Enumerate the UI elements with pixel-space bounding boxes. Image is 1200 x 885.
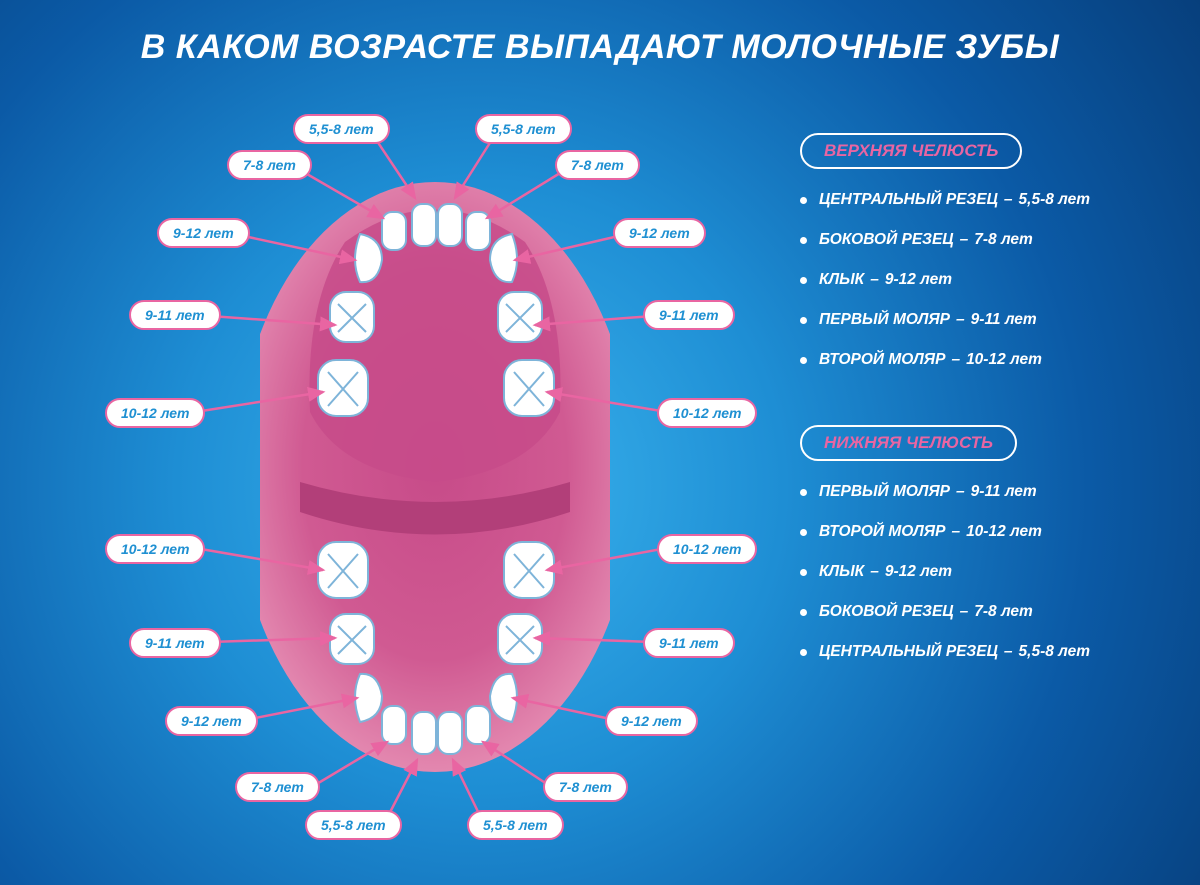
pill: 10-12 лет bbox=[657, 534, 757, 564]
label-ll-3: 9-12 лет bbox=[165, 706, 258, 736]
pill: 7-8 лет bbox=[543, 772, 628, 802]
legend-item: КЛЫК–9-12 лет bbox=[800, 271, 1160, 289]
legend-item: ЦЕНТРАЛЬНЫЙ РЕЗЕЦ–5,5-8 лет bbox=[800, 643, 1160, 661]
pill: 9-11 лет bbox=[643, 300, 735, 330]
pill: 9-11 лет bbox=[129, 300, 221, 330]
pill: 10-12 лет bbox=[105, 398, 205, 428]
pill: 10-12 лет bbox=[657, 398, 757, 428]
legend-item: КЛЫК–9-12 лет bbox=[800, 563, 1160, 581]
pill: 9-12 лет bbox=[613, 218, 706, 248]
label-lr-3: 9-12 лет bbox=[605, 706, 698, 736]
legend-lower-header: НИЖНЯЯ ЧЕЛЮСТЬ bbox=[800, 425, 1017, 461]
legend-item: БОКОВОЙ РЕЗЕЦ–7-8 лет bbox=[800, 231, 1160, 249]
label-ur-1: 5,5-8 лет bbox=[475, 114, 572, 144]
label-lr-4: 9-11 лет bbox=[643, 628, 735, 658]
legend-item: ВТОРОЙ МОЛЯР–10-12 лет bbox=[800, 351, 1160, 369]
pill: 9-12 лет bbox=[157, 218, 250, 248]
bullet-icon bbox=[800, 357, 807, 364]
legend-item: ЦЕНТРАЛЬНЫЙ РЕЗЕЦ–5,5-8 лет bbox=[800, 191, 1160, 209]
label-ur-2: 7-8 лет bbox=[555, 150, 640, 180]
pill: 5,5-8 лет bbox=[475, 114, 572, 144]
bullet-icon bbox=[800, 197, 807, 204]
gums-svg bbox=[260, 182, 610, 772]
teeth-diagram: 5,5-8 лет 7-8 лет 9-12 лет 9-11 лет 10-1… bbox=[95, 120, 755, 850]
legend-upper-header: ВЕРХНЯЯ ЧЕЛЮСТЬ bbox=[800, 133, 1022, 169]
legend-item: ПЕРВЫЙ МОЛЯР–9-11 лет bbox=[800, 311, 1160, 329]
pill: 5,5-8 лет bbox=[305, 810, 402, 840]
pill: 10-12 лет bbox=[105, 534, 205, 564]
bullet-icon bbox=[800, 237, 807, 244]
pill: 9-12 лет bbox=[165, 706, 258, 736]
label-ul-2: 7-8 лет bbox=[227, 150, 312, 180]
legend-item: ВТОРОЙ МОЛЯР–10-12 лет bbox=[800, 523, 1160, 541]
legend-item: ПЕРВЫЙ МОЛЯР–9-11 лет bbox=[800, 483, 1160, 501]
legend-upper-block: ВЕРХНЯЯ ЧЕЛЮСТЬ ЦЕНТРАЛЬНЫЙ РЕЗЕЦ–5,5-8 … bbox=[800, 125, 1160, 369]
pill: 9-11 лет bbox=[129, 628, 221, 658]
label-lr-2: 7-8 лет bbox=[543, 772, 628, 802]
label-ur-4: 9-11 лет bbox=[643, 300, 735, 330]
bullet-icon bbox=[800, 317, 807, 324]
page-title: В КАКОМ ВОЗРАСТЕ ВЫПАДАЮТ МОЛОЧНЫЕ ЗУБЫ bbox=[0, 28, 1200, 67]
mouth-graphic bbox=[260, 182, 610, 772]
label-ul-3: 9-12 лет bbox=[157, 218, 250, 248]
bullet-icon bbox=[800, 489, 807, 496]
pill: 7-8 лет bbox=[555, 150, 640, 180]
label-ul-1: 5,5-8 лет bbox=[293, 114, 390, 144]
label-ll-1: 5,5-8 лет bbox=[305, 810, 402, 840]
pill: 5,5-8 лет bbox=[467, 810, 564, 840]
bullet-icon bbox=[800, 649, 807, 656]
pill: 9-11 лет bbox=[643, 628, 735, 658]
label-ur-5: 10-12 лет bbox=[657, 398, 757, 428]
label-lr-5: 10-12 лет bbox=[657, 534, 757, 564]
legend-lower-list: ПЕРВЫЙ МОЛЯР–9-11 лет ВТОРОЙ МОЛЯР–10-12… bbox=[800, 483, 1160, 661]
pill: 7-8 лет bbox=[227, 150, 312, 180]
label-ll-2: 7-8 лет bbox=[235, 772, 320, 802]
bullet-icon bbox=[800, 609, 807, 616]
label-ll-4: 9-11 лет bbox=[129, 628, 221, 658]
bullet-icon bbox=[800, 529, 807, 536]
bullet-icon bbox=[800, 569, 807, 576]
label-ll-5: 10-12 лет bbox=[105, 534, 205, 564]
label-lr-1: 5,5-8 лет bbox=[467, 810, 564, 840]
bullet-icon bbox=[800, 277, 807, 284]
legend: ВЕРХНЯЯ ЧЕЛЮСТЬ ЦЕНТРАЛЬНЫЙ РЕЗЕЦ–5,5-8 … bbox=[800, 125, 1160, 683]
label-ul-4: 9-11 лет bbox=[129, 300, 221, 330]
pill: 7-8 лет bbox=[235, 772, 320, 802]
legend-lower-block: НИЖНЯЯ ЧЕЛЮСТЬ ПЕРВЫЙ МОЛЯР–9-11 лет ВТО… bbox=[800, 417, 1160, 661]
pill: 9-12 лет bbox=[605, 706, 698, 736]
legend-upper-list: ЦЕНТРАЛЬНЫЙ РЕЗЕЦ–5,5-8 лет БОКОВОЙ РЕЗЕ… bbox=[800, 191, 1160, 369]
legend-item: БОКОВОЙ РЕЗЕЦ–7-8 лет bbox=[800, 603, 1160, 621]
label-ul-5: 10-12 лет bbox=[105, 398, 205, 428]
pill: 5,5-8 лет bbox=[293, 114, 390, 144]
label-ur-3: 9-12 лет bbox=[613, 218, 706, 248]
